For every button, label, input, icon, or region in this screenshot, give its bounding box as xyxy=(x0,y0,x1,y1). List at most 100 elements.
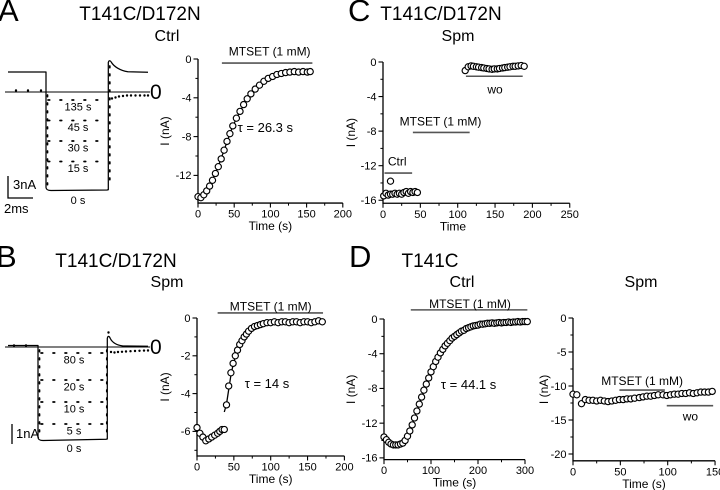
svg-text:-12: -12 xyxy=(176,170,192,182)
panel-d-letter: D xyxy=(349,239,372,274)
svg-text:0: 0 xyxy=(150,336,162,359)
svg-text:80 s: 80 s xyxy=(64,355,85,367)
svg-text:wo: wo xyxy=(486,83,503,97)
svg-text:-8: -8 xyxy=(368,383,378,395)
svg-text:Time: Time xyxy=(440,219,467,233)
panel-c-title: T141C/D172N xyxy=(380,4,502,25)
svg-text:200: 200 xyxy=(334,209,352,221)
svg-text:50: 50 xyxy=(228,209,240,221)
svg-text:τ = 26.3 s: τ = 26.3 s xyxy=(238,120,294,135)
svg-text:0: 0 xyxy=(194,461,200,473)
svg-text:0 s: 0 s xyxy=(71,195,86,207)
svg-text:0: 0 xyxy=(560,313,566,325)
svg-text:0: 0 xyxy=(185,54,191,66)
svg-text:200: 200 xyxy=(335,461,353,473)
svg-text:-15: -15 xyxy=(551,415,567,427)
panel-a-subtitle: Ctrl xyxy=(154,28,180,45)
panel-d-subtitle-spm: Spm xyxy=(624,274,658,291)
panel-c-subtitle: Spm xyxy=(441,28,475,45)
svg-text:250: 250 xyxy=(561,209,579,221)
svg-text:0: 0 xyxy=(570,466,576,478)
panel-b-timecourse-chart: 0 -2 -4 -6 0 50 100 150 200 Time (s) I (nA) MTSET (… xyxy=(158,299,354,486)
svg-text:100: 100 xyxy=(449,209,467,221)
svg-text:100: 100 xyxy=(261,209,279,221)
svg-text:-12: -12 xyxy=(362,418,378,430)
svg-text:MTSET (1 mM): MTSET (1 mM) xyxy=(230,299,312,313)
panel-b-title: T141C/D172N xyxy=(55,251,177,272)
svg-text:I (nA): I (nA) xyxy=(344,375,358,404)
svg-text:-4: -4 xyxy=(181,388,191,400)
svg-text:1nA: 1nA xyxy=(16,426,39,441)
svg-text:I (nA): I (nA) xyxy=(158,372,172,401)
svg-text:-16: -16 xyxy=(362,453,378,465)
svg-text:Time (s): Time (s) xyxy=(249,219,293,233)
svg-text:-2: -2 xyxy=(181,351,191,363)
svg-text:wo: wo xyxy=(682,410,699,424)
svg-text:-4: -4 xyxy=(367,91,377,103)
svg-text:I (nA): I (nA) xyxy=(344,118,358,147)
svg-text:Time (s): Time (s) xyxy=(622,477,666,490)
svg-text:MTSET (1 mM): MTSET (1 mM) xyxy=(601,374,683,388)
svg-text:50: 50 xyxy=(228,461,240,473)
svg-text:150: 150 xyxy=(486,209,504,221)
svg-text:0: 0 xyxy=(381,465,387,477)
panel-d-title: T141C xyxy=(401,251,459,272)
svg-text:3nA: 3nA xyxy=(13,177,36,192)
svg-text:-12: -12 xyxy=(361,160,377,172)
svg-text:0: 0 xyxy=(370,57,376,69)
svg-text:-16: -16 xyxy=(361,195,377,207)
svg-text:50: 50 xyxy=(414,209,426,221)
svg-text:2ms: 2ms xyxy=(4,201,29,216)
svg-text:100: 100 xyxy=(422,465,440,477)
panel-b-letter: B xyxy=(0,239,17,274)
panel-c-letter: C xyxy=(348,0,371,28)
svg-text:100: 100 xyxy=(262,461,280,473)
svg-text:-8: -8 xyxy=(182,131,192,143)
svg-text:0: 0 xyxy=(371,314,377,326)
svg-text:200: 200 xyxy=(523,209,541,221)
svg-text:10 s: 10 s xyxy=(64,404,85,416)
svg-text:MTSET (1 mM): MTSET (1 mM) xyxy=(429,297,511,311)
svg-text:150: 150 xyxy=(297,209,315,221)
svg-text:I (nA): I (nA) xyxy=(537,375,551,404)
svg-text:150: 150 xyxy=(706,466,720,478)
svg-text:τ = 14 s: τ = 14 s xyxy=(245,376,290,391)
panel-b-current-traces: 0 80 s 20 s 10 s 5 s 0 s 1nA xyxy=(5,331,162,455)
svg-text:5 s: 5 s xyxy=(67,426,82,438)
svg-text:15 s: 15 s xyxy=(68,163,89,175)
svg-text:MTSET (1 mM): MTSET (1 mM) xyxy=(229,45,311,59)
svg-text:Time (s): Time (s) xyxy=(249,472,293,486)
svg-text:45 s: 45 s xyxy=(68,122,89,134)
svg-text:Ctrl: Ctrl xyxy=(388,154,407,168)
svg-text:0: 0 xyxy=(184,313,190,325)
svg-text:τ = 44.1 s: τ = 44.1 s xyxy=(441,377,497,392)
panel-a-title: T141C/D172N xyxy=(79,4,201,25)
svg-text:300: 300 xyxy=(516,465,534,477)
svg-text:50: 50 xyxy=(614,466,626,478)
svg-text:-4: -4 xyxy=(368,349,378,361)
svg-text:0: 0 xyxy=(380,209,386,221)
svg-text:-8: -8 xyxy=(367,126,377,138)
svg-text:-10: -10 xyxy=(551,381,567,393)
svg-text:0: 0 xyxy=(150,81,162,104)
panel-a-current-traces: 0 135 s 45 s 30 s 15 s 0 s 3nA 2ms xyxy=(4,60,162,216)
svg-text:Time (s): Time (s) xyxy=(433,476,477,490)
svg-text:0 s: 0 s xyxy=(67,443,82,455)
svg-text:MTSET (1 mM): MTSET (1 mM) xyxy=(400,115,482,129)
panel-d-spm-timecourse-chart: 0-5-10-15-20050100150Time (s)I (nA)MTSET… xyxy=(537,313,720,490)
svg-text:135 s: 135 s xyxy=(65,102,92,114)
panel-a-letter: A xyxy=(0,0,19,28)
panel-a-timecourse-chart: 0 -4 -8 -12 0 50 100 150 200 Time (s) I (nA) MTSET … xyxy=(158,45,352,233)
svg-text:0: 0 xyxy=(195,209,201,221)
svg-text:200: 200 xyxy=(469,465,487,477)
panel-d-subtitle-ctrl: Ctrl xyxy=(449,274,475,291)
svg-text:30 s: 30 s xyxy=(68,143,89,155)
panel-b-subtitle: Spm xyxy=(150,274,184,291)
svg-text:100: 100 xyxy=(659,466,677,478)
svg-text:I (nA): I (nA) xyxy=(158,116,172,145)
svg-text:150: 150 xyxy=(298,461,316,473)
svg-text:-20: -20 xyxy=(551,449,567,461)
